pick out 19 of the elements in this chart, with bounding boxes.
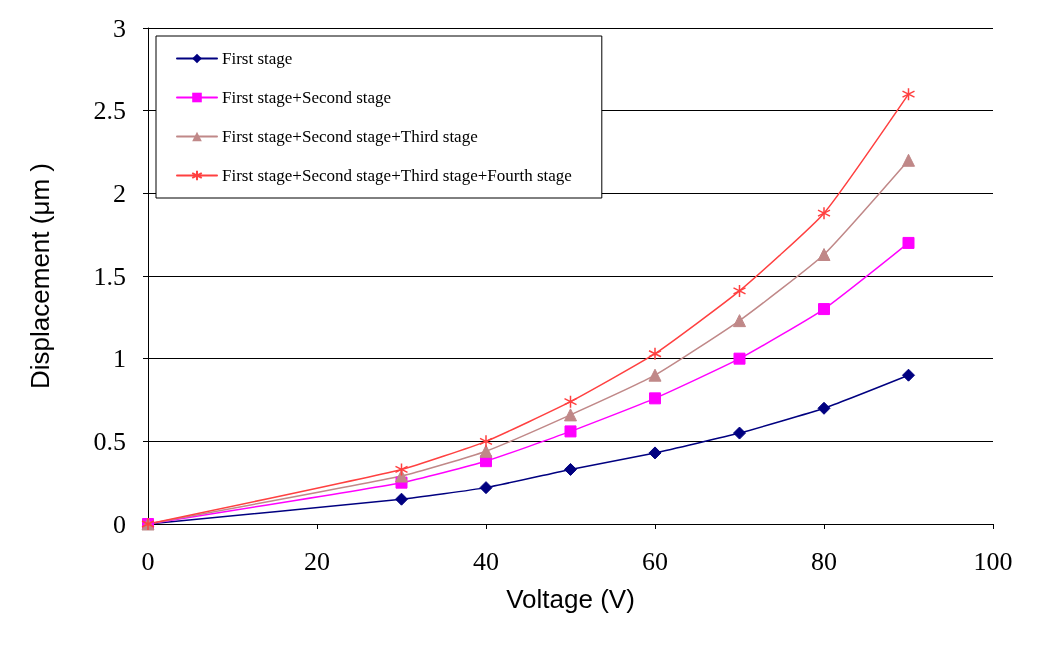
x-axis-title: Voltage (V) <box>506 584 635 614</box>
x-tick-label: 20 <box>304 546 330 576</box>
legend-label: First stage+Second stage+Third stage+Fourth stage <box>222 166 572 185</box>
y-tick-label: 1.5 <box>93 261 126 291</box>
y-tick-label: 3 <box>113 13 126 43</box>
y-axis-title: Displacement (μm ) <box>25 163 55 389</box>
y-tick-label: 0.5 <box>93 426 126 456</box>
legend-label: First stage+Second stage+Third stage <box>222 127 478 146</box>
x-tick-label: 80 <box>811 546 837 576</box>
x-tick-label: 40 <box>473 546 499 576</box>
x-tick-label: 100 <box>973 546 1013 576</box>
y-tick-label: 2.5 <box>93 96 126 126</box>
x-tick-label: 60 <box>642 546 668 576</box>
y-tick-label: 0 <box>113 509 126 539</box>
x-tick-label: 0 <box>141 546 155 576</box>
legend-label: First stage+Second stage <box>222 88 392 107</box>
y-tick-label: 2 <box>113 178 126 208</box>
y-tick-label: 1 <box>113 344 126 374</box>
legend-label: First stage <box>222 49 293 68</box>
